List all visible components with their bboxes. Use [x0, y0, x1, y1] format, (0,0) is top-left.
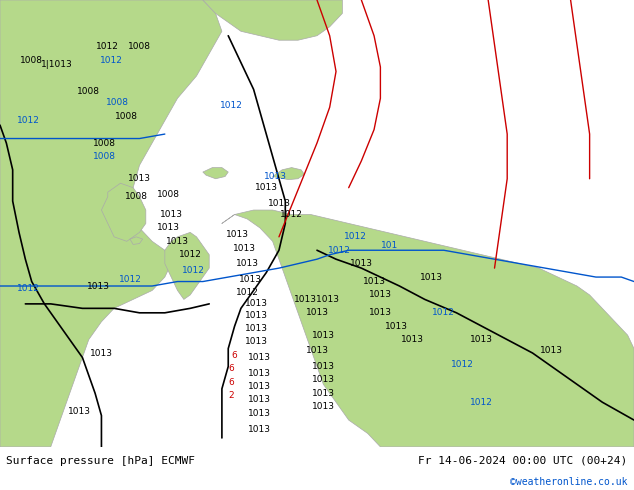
Text: Surface pressure [hPa] ECMWF: Surface pressure [hPa] ECMWF — [6, 456, 195, 466]
Text: 6: 6 — [228, 364, 235, 373]
Text: 1013: 1013 — [249, 368, 271, 378]
Text: 1013: 1013 — [385, 322, 408, 331]
Text: 101: 101 — [381, 241, 399, 250]
Text: 1013: 1013 — [369, 308, 392, 318]
Text: 1013: 1013 — [264, 172, 287, 181]
Text: 1013: 1013 — [306, 308, 328, 318]
Text: 1013: 1013 — [268, 199, 290, 208]
Text: 1012: 1012 — [119, 275, 141, 284]
Text: 1013: 1013 — [306, 346, 328, 355]
Text: 1013: 1013 — [540, 346, 563, 355]
Text: 1013: 1013 — [236, 259, 259, 268]
Text: 1013: 1013 — [369, 291, 392, 299]
Text: 1013: 1013 — [157, 223, 179, 232]
Text: 1008: 1008 — [106, 98, 129, 107]
Text: 6: 6 — [228, 378, 235, 387]
Text: 1012: 1012 — [344, 232, 366, 242]
Text: 1008: 1008 — [128, 43, 151, 51]
Text: 1012: 1012 — [17, 116, 40, 125]
Text: 2: 2 — [229, 391, 234, 400]
Text: 1008: 1008 — [20, 56, 43, 65]
Text: 1008: 1008 — [93, 152, 116, 161]
Text: 1013: 1013 — [245, 324, 268, 333]
Text: 1013: 1013 — [249, 353, 271, 362]
Text: 1012: 1012 — [236, 288, 259, 297]
Text: 1013: 1013 — [245, 299, 268, 308]
Text: 1013: 1013 — [160, 210, 183, 219]
Text: 1013: 1013 — [226, 230, 249, 239]
Text: 1013: 1013 — [312, 362, 335, 371]
Text: 1013: 1013 — [166, 237, 189, 246]
Text: 1013: 1013 — [350, 259, 373, 268]
Text: 1013: 1013 — [128, 174, 151, 183]
Text: 1012: 1012 — [220, 100, 243, 110]
Text: 1008: 1008 — [125, 192, 148, 201]
Text: 1012: 1012 — [182, 266, 205, 275]
Text: 1008: 1008 — [115, 112, 138, 121]
Text: 1013: 1013 — [233, 244, 256, 252]
Text: 1012: 1012 — [179, 250, 202, 259]
Text: 1013: 1013 — [245, 311, 268, 319]
Text: 1013: 1013 — [255, 183, 278, 192]
Text: 1013: 1013 — [312, 331, 335, 340]
Text: 1013: 1013 — [90, 348, 113, 358]
Text: 1012: 1012 — [432, 308, 455, 318]
Text: 1012: 1012 — [328, 246, 351, 255]
Text: 1013: 1013 — [245, 337, 268, 346]
Text: 1|1013: 1|1013 — [41, 60, 73, 69]
Text: 1008: 1008 — [77, 87, 100, 96]
Text: 1013: 1013 — [249, 382, 271, 391]
Text: 1013: 1013 — [68, 407, 91, 416]
Text: 6: 6 — [231, 351, 238, 360]
Text: 1012: 1012 — [96, 43, 119, 51]
Text: 1013: 1013 — [312, 389, 335, 398]
Text: 1012: 1012 — [470, 398, 493, 407]
Text: 1012: 1012 — [100, 56, 122, 65]
Text: 1013: 1013 — [420, 272, 443, 282]
Text: 1013: 1013 — [401, 335, 424, 344]
Text: 1013: 1013 — [312, 402, 335, 411]
Text: 1013: 1013 — [239, 275, 262, 284]
Text: 1008: 1008 — [93, 139, 116, 147]
Text: 1013: 1013 — [363, 277, 385, 286]
Text: 1013: 1013 — [312, 375, 335, 384]
Text: 1008: 1008 — [157, 190, 179, 199]
Text: 10131013: 10131013 — [294, 295, 340, 304]
Text: 1013: 1013 — [87, 281, 110, 291]
Text: 1012: 1012 — [451, 360, 474, 368]
Text: 1013: 1013 — [249, 395, 271, 404]
Text: 1013: 1013 — [249, 424, 271, 434]
Text: 1013: 1013 — [249, 409, 271, 418]
Text: 1013: 1013 — [470, 335, 493, 344]
Text: Fr 14-06-2024 00:00 UTC (00+24): Fr 14-06-2024 00:00 UTC (00+24) — [418, 456, 628, 466]
Text: ©weatheronline.co.uk: ©weatheronline.co.uk — [510, 477, 628, 487]
Text: 1012: 1012 — [17, 284, 40, 293]
Text: 1012: 1012 — [280, 210, 303, 219]
